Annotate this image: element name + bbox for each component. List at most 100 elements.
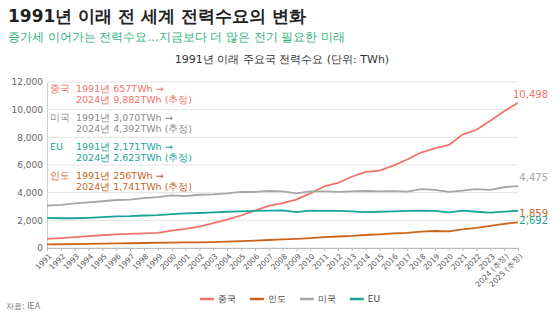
legend-swatch (350, 298, 364, 301)
annotations: 중국 1991년 657TWh →2024년 9,882TWh (추정) 미국 199… (50, 83, 192, 192)
x-tick-mark (366, 248, 367, 251)
x-tick-mark (518, 248, 519, 251)
legend-item: 인도 (250, 294, 286, 304)
series-line (47, 222, 518, 244)
annotation-label: EU (50, 141, 63, 152)
x-tick-mark (61, 248, 62, 251)
y-tick: 6,000 (17, 160, 47, 170)
series-line (47, 103, 518, 239)
source: 자료: IEA (6, 302, 41, 311)
y-tick-label: 0 (37, 243, 43, 253)
legend-swatch (200, 298, 214, 301)
chart-title: 1991년 이래 주요국 전력수요 (단위: TWh) (175, 53, 389, 66)
x-tick-mark (296, 248, 297, 251)
y-tick-label: 8,000 (17, 133, 43, 143)
legend-label: 미국 (318, 294, 336, 304)
y-tick-label: 4,000 (17, 188, 43, 198)
annotation-label: 인도 (50, 170, 70, 181)
x-tick-mark (227, 248, 228, 251)
legend-swatch (250, 298, 264, 301)
chart-svg: 1991년 이래 전 세계 전력수요의 변화증가세 이어가는 전력수요…지금보다… (0, 0, 560, 315)
x-tick-label: 2025 (추정) (487, 252, 524, 289)
x-tick-mark (172, 248, 173, 251)
x-tick-mark (89, 248, 90, 251)
x-tick-mark (255, 248, 256, 251)
x-axis-line (48, 249, 519, 252)
grid-line (47, 109, 518, 110)
y-tick: 12,000 (12, 77, 48, 87)
x-tick: 2025 (추정) (487, 248, 524, 289)
x-tick-mark (186, 248, 187, 251)
annotation-text: 1991년 2,171TWh → (76, 141, 173, 152)
y-tick-label: 6,000 (17, 160, 43, 170)
x-tick-mark (213, 248, 214, 251)
y-tick-label: 12,000 (12, 77, 44, 87)
annotation-text: 1991년 657TWh → (76, 83, 164, 94)
x-tick-mark (352, 248, 353, 251)
annotation-text: 2024년 2,623TWh (추정) (76, 152, 192, 163)
grid-line (47, 165, 518, 166)
x-tick-mark (463, 248, 464, 251)
title: 1991년 이래 전 세계 전력수요의 변화 (8, 6, 306, 26)
x-tick-mark (116, 248, 117, 251)
x-tick-mark (75, 248, 76, 251)
x-tick-mark (144, 248, 145, 251)
annotation-text: 2024년 9,882TWh (추정) (76, 94, 192, 105)
y-tick: 10,000 (12, 105, 48, 115)
annotation-text: 2024년 1,741TWh (추정) (76, 181, 192, 192)
x-tick-mark (421, 248, 422, 251)
legend-label: 중국 (218, 294, 236, 304)
x-axis: 1991199219931994199519961997199819992000… (34, 248, 525, 289)
x-tick-mark (324, 248, 325, 251)
legend-swatch (300, 298, 314, 301)
x-tick-mark (490, 248, 491, 251)
legend-label: 인도 (268, 294, 286, 304)
y-tick: 8,000 (17, 133, 47, 143)
chart-container: 1991년 이래 전 세계 전력수요의 변화증가세 이어가는 전력수요…지금보다… (0, 0, 560, 315)
x-tick-mark (504, 248, 505, 251)
annotation-text: 1991년 256TWh → (76, 170, 164, 181)
data-label: 2,692 (519, 215, 548, 226)
data-label: 10,498 (513, 89, 548, 100)
annotation-label: 중국 (50, 83, 70, 94)
annotation-label: 미국 (50, 112, 70, 123)
y-axis-line (47, 83, 48, 249)
subtitle: 증가세 이어가는 전력수요…지금보다 더 많은 전기 필요한 미래 (8, 30, 345, 44)
data-labels: 10,4981,8594,4752,692 (513, 89, 548, 226)
x-tick-mark (269, 248, 270, 251)
grid (47, 82, 518, 248)
x-tick-mark (393, 248, 394, 251)
grid-line (47, 220, 518, 221)
y-tick: 2,000 (17, 216, 47, 226)
grid-line (47, 137, 518, 138)
annotation-text: 2024년 4,392TWh (추정) (76, 123, 192, 134)
x-tick-mark (338, 248, 339, 251)
x-tick-mark (241, 248, 242, 251)
x-tick-mark (47, 248, 48, 251)
y-axis: 0 2,000 4,000 6,000 8,000 10,000 12,000 (12, 77, 48, 253)
data-label: 4,475 (519, 172, 548, 183)
y-tick: 0 (37, 243, 47, 253)
x-tick-mark (407, 248, 408, 251)
y-tick-label: 10,000 (12, 105, 44, 115)
x-tick-mark (310, 248, 311, 251)
x-tick-mark (199, 248, 200, 251)
x-tick-mark (283, 248, 284, 251)
legend-item: 중국 (200, 294, 236, 304)
legend-item: EU (350, 294, 380, 304)
x-tick-mark (449, 248, 450, 251)
x-tick-mark (130, 248, 131, 251)
legend: 중국 인도 미국 EU (200, 294, 380, 304)
legend-item: 미국 (300, 294, 336, 304)
series-line (47, 186, 518, 205)
y-tick-label: 2,000 (17, 216, 43, 226)
plot-area (47, 103, 518, 245)
x-tick-mark (379, 248, 380, 251)
x-tick-mark (476, 248, 477, 251)
y-tick: 4,000 (17, 188, 47, 198)
x-tick-mark (158, 248, 159, 251)
legend-label: EU (368, 294, 380, 304)
annotation-text: 1991년 3,070TWh → (76, 112, 173, 123)
x-tick-mark (102, 248, 103, 251)
series-line (47, 210, 518, 218)
